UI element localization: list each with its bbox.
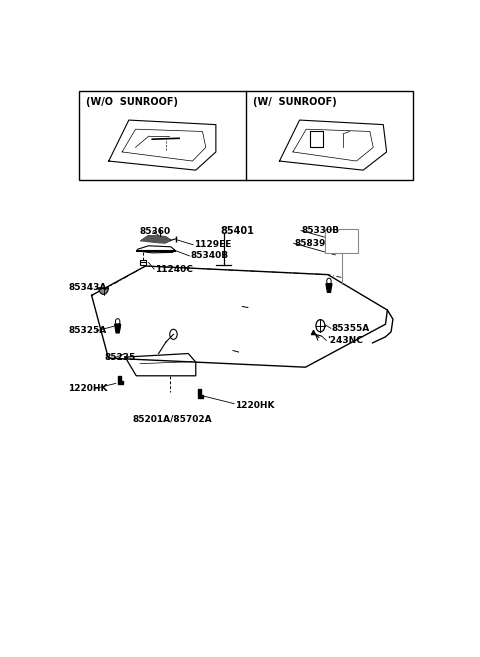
Bar [140,260,145,265]
Bar [79,91,413,180]
Wedge shape [99,288,108,294]
Text: 1220HK: 1220HK [68,384,108,393]
Polygon shape [115,324,120,333]
Text: 85235: 85235 [105,353,136,362]
Text: 85343A: 85343A [68,283,107,292]
Polygon shape [141,236,171,242]
Text: 1129EE: 1129EE [194,240,231,249]
Polygon shape [326,284,332,292]
Text: 85360: 85360 [140,227,171,236]
Polygon shape [118,376,123,384]
Text: 1220HK: 1220HK [235,401,275,409]
Text: 85355A: 85355A [332,324,370,332]
Text: 85340B: 85340B [190,252,228,260]
Bar [325,229,359,254]
Text: 85330B: 85330B [302,226,340,235]
Text: 85201A/85702A: 85201A/85702A [132,415,212,423]
Text: (W/O  SUNROOF): (W/O SUNROOF) [86,97,178,106]
Text: 11240C: 11240C [155,265,193,273]
Text: '243NC: '243NC [327,336,363,345]
Text: (W/  SUNROOF): (W/ SUNROOF) [253,97,337,106]
Text: 85401: 85401 [220,225,254,236]
Polygon shape [198,390,203,397]
Text: 85839: 85839 [294,238,326,248]
Text: 85325A: 85325A [68,327,107,335]
